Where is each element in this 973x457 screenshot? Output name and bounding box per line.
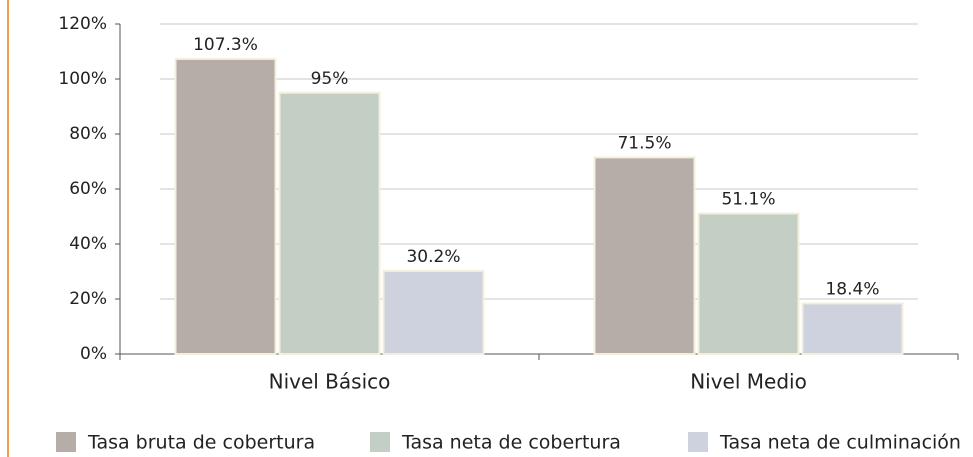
y-tick-label: 40% — [69, 234, 107, 254]
y-tick-label: 0% — [80, 344, 107, 364]
y-tick-label: 120% — [58, 14, 107, 34]
x-tick-label: Nivel Medio — [690, 370, 807, 394]
value-label: 18.4% — [825, 279, 879, 299]
bar — [382, 269, 485, 356]
bar — [278, 91, 381, 355]
bar — [801, 302, 904, 355]
x-tick-label: Nivel Básico — [269, 370, 391, 394]
bar — [593, 156, 696, 355]
legend-label: Tasa neta de cobertura — [401, 432, 621, 454]
legend-marker — [688, 432, 708, 452]
value-label: 71.5% — [617, 133, 671, 153]
legend-label: Tasa bruta de cobertura — [87, 432, 315, 454]
value-label: 51.1% — [721, 189, 775, 209]
legend-label: Tasa neta de culminación — [719, 432, 961, 454]
value-label: 95% — [311, 69, 349, 89]
value-label: 107.3% — [193, 35, 258, 55]
value-label: 30.2% — [406, 247, 460, 267]
y-tick-label: 100% — [58, 69, 107, 89]
y-tick-label: 80% — [69, 124, 107, 144]
legend-marker — [370, 432, 390, 452]
bar — [697, 212, 800, 355]
bar — [174, 57, 277, 356]
y-tick-label: 20% — [69, 289, 107, 309]
legend-marker — [56, 432, 76, 452]
y-tick-label: 60% — [69, 179, 107, 199]
